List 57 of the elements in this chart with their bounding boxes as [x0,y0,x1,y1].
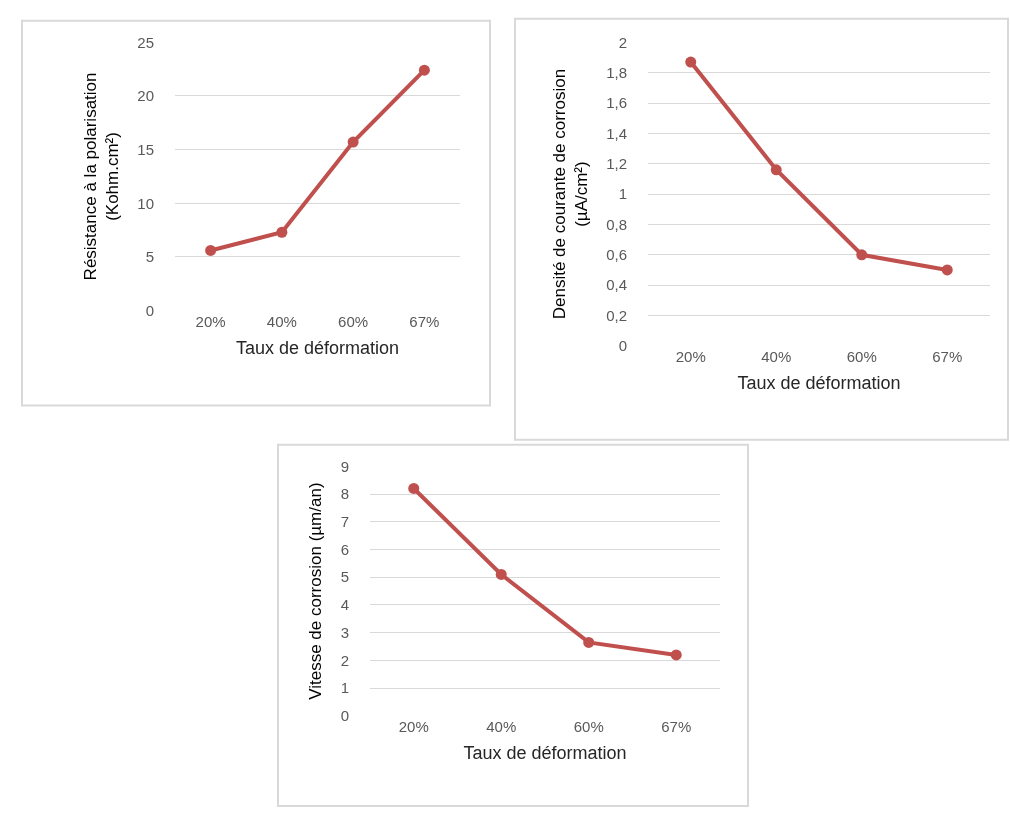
y-tick-label: 5 [145,248,154,266]
y-tick-label: 0,2 [606,306,627,324]
y-tick-label: 9 [340,457,349,475]
x-tick-label: 60% [338,312,369,330]
x-tick-label: 40% [266,312,297,330]
y-tick-label: 0 [340,707,349,725]
y-tick-label: 4 [340,596,349,614]
y-axis-title: Résistance à la polarisation (Kohm.cm²) [80,72,122,281]
x-tick-label: 67% [661,717,692,735]
x-axis-title: Taux de déformation [463,743,627,764]
y-tick-label: 1 [340,679,349,697]
y-tick-label: 8 [340,485,349,503]
y-tick-label: 1 [618,185,627,203]
y-tick-label: 20 [137,87,154,105]
x-tick-label: 67% [932,347,963,365]
x-axis-title: Taux de déformation [235,337,400,358]
y-tick-label: 6 [340,540,349,558]
y-tick-label: 7 [340,513,349,531]
y-tick-label: 0 [145,301,154,319]
y-tick-label: 0 [618,337,627,355]
x-tick-label: 20% [195,312,226,330]
x-tick-label: 40% [486,717,517,735]
y-tick-label: 1,8 [606,63,627,81]
x-tick-label: 40% [761,347,792,365]
y-tick-label: 25 [137,33,154,51]
y-tick-label: 1,4 [606,124,627,142]
x-tick-label: 20% [675,347,706,365]
point [770,164,782,176]
y-tick-label: 10 [137,194,154,212]
y-tick-label: 3 [340,623,349,641]
x-tick-label: 67% [409,312,440,330]
x-tick-label: 60% [846,347,877,365]
point [856,249,868,261]
point [347,136,359,148]
point [205,244,217,256]
y-tick-label: 0,4 [606,276,627,294]
point [495,568,507,580]
point [583,636,595,648]
point [418,64,430,76]
y-tick-label: 0,6 [606,246,627,264]
y-axis-title: Densité de courante de corrosion (µA/cm²) [549,68,591,320]
y-tick-label: 1,2 [606,154,627,172]
x-tick-label: 60% [573,717,604,735]
y-tick-label: 2 [618,33,627,51]
y-tick-label: 0,8 [606,215,627,233]
y-tick-label: 2 [340,651,349,669]
y-tick-label: 15 [137,140,154,158]
point [408,482,420,494]
x-axis-title: Taux de déformation [737,372,901,393]
x-tick-label: 20% [398,717,429,735]
point [685,56,697,68]
y-tick-label: 1,6 [606,94,627,112]
y-axis-title: Vitesse de corrosion (µm/an) [306,482,326,700]
point [276,226,288,238]
y-tick-label: 5 [340,568,349,586]
point [670,649,682,661]
point [941,264,953,276]
